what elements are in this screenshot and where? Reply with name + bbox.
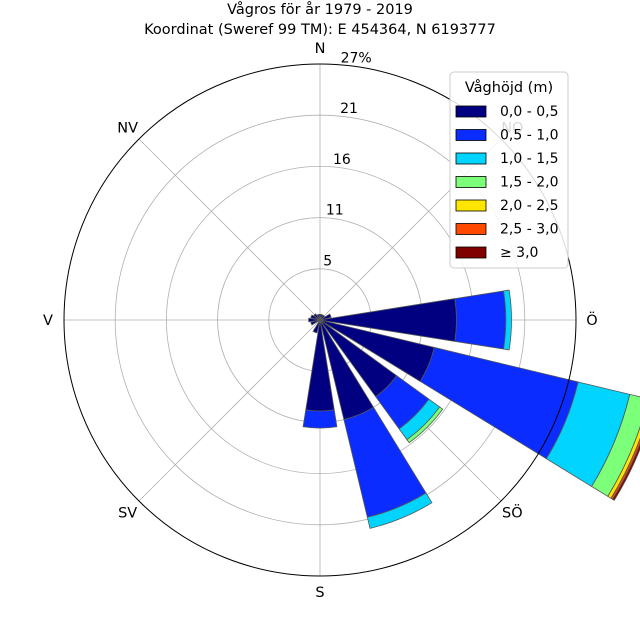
direction-label: Ö <box>586 311 597 329</box>
rose-bar-segment <box>319 313 332 321</box>
rose-bar-segment <box>308 317 321 323</box>
chart-title: Vågros för år 1979 - 2019 <box>227 1 413 18</box>
grid-spoke <box>138 319 321 502</box>
polar-frame <box>63 63 577 577</box>
direction-label: SÖ <box>502 503 523 521</box>
rose-bar-segment <box>454 290 507 350</box>
rose-bar-segment <box>419 346 579 460</box>
grid-spoke <box>138 138 321 321</box>
legend-swatch <box>455 105 487 118</box>
legend-swatch <box>455 129 487 141</box>
radial-tick-labels: 5 11 16 21 27% <box>323 51 372 270</box>
radial-tick-label: 11 <box>326 203 344 219</box>
legend-label: 1,0 - 1,5 <box>500 151 558 167</box>
legend-swatch <box>455 246 487 259</box>
rose-bar-segment <box>612 442 640 501</box>
legend-label: 1,5 - 2,0 <box>500 175 558 191</box>
rose-bar-segment <box>310 319 321 326</box>
legend-swatch <box>455 199 487 212</box>
rose-bar-segment <box>318 313 322 321</box>
legend-title: Våghöjd (m) <box>465 79 553 96</box>
legend-label: ≥ 3,0 <box>500 245 538 261</box>
direction-label: S <box>315 585 324 601</box>
direction-label: N <box>315 41 326 57</box>
legend-label: 2,0 - 2,5 <box>500 198 558 214</box>
radial-tick-label: 16 <box>333 152 351 168</box>
radial-tick-label: 21 <box>340 101 358 117</box>
rose-bars <box>302 289 640 529</box>
legend-label: 0,5 - 1,0 <box>500 128 558 144</box>
chart-subtitle: Koordinat (Sweref 99 TM): E 454364, N 61… <box>144 22 496 38</box>
legend-box <box>449 71 569 269</box>
direction-label: V <box>43 313 53 329</box>
rose-bar-segment <box>302 409 338 429</box>
rose-bar-segment <box>406 406 444 444</box>
polar-grid <box>64 64 576 576</box>
legend-label: 2,5 - 3,0 <box>500 222 558 238</box>
legend-label: 0,0 - 0,5 <box>500 104 558 120</box>
direction-label: SV <box>118 505 137 521</box>
radial-tick-label: 27% <box>341 51 372 67</box>
rose-bar-segment <box>312 319 321 334</box>
legend-swatch <box>455 176 487 188</box>
legend-swatch <box>455 152 487 165</box>
legend-swatch <box>455 223 487 235</box>
direction-label: NV <box>117 121 138 137</box>
rose-bar-segment <box>313 313 321 321</box>
radial-tick-label: 5 <box>323 253 332 269</box>
rose-bar-segment <box>503 289 512 351</box>
legend: Våghöjd (m) 0,0 - 0,5 0,5 - 1,0 1,0 - 1,5 1… <box>449 71 569 269</box>
rose-bar-segment <box>316 313 321 321</box>
rose-bar-segment <box>366 492 433 529</box>
